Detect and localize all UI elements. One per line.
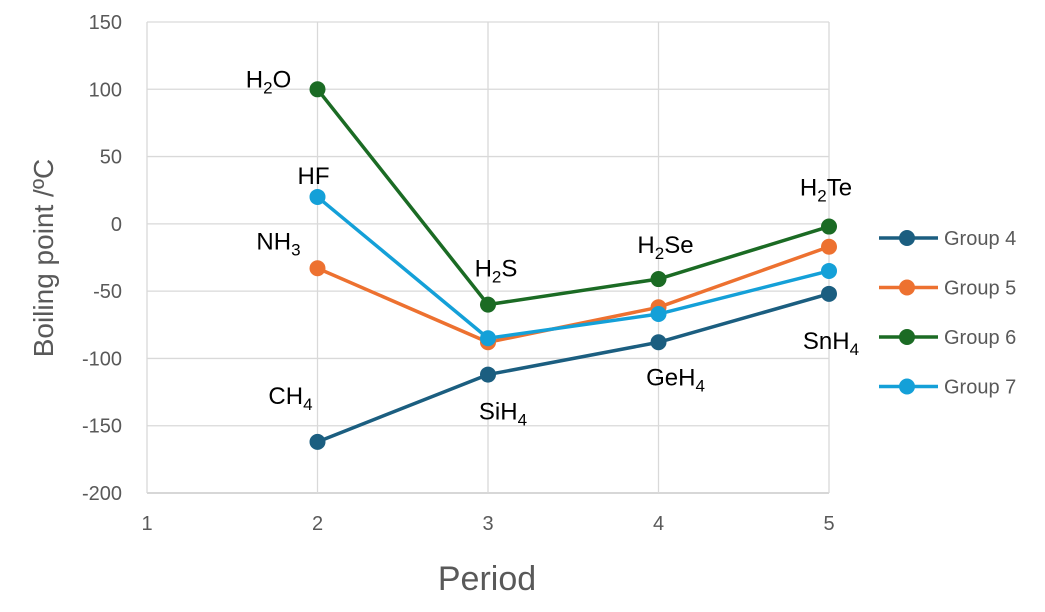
- x-tick-label: 4: [653, 513, 664, 535]
- y-tick-label: -200: [82, 483, 122, 505]
- legend: Group 4 Group 5 Group 6 Group 7: [879, 228, 1016, 399]
- legend-item: Group 5: [879, 278, 1016, 300]
- series-group-6: [309, 81, 837, 313]
- series-group-7: [309, 188, 837, 347]
- compound-label: NH3: [256, 228, 300, 259]
- y-tick-label: 0: [111, 214, 122, 236]
- legend-marker: [899, 230, 915, 246]
- legend-marker: [899, 378, 915, 395]
- data-point: [650, 306, 667, 323]
- y-tick-label: -150: [82, 416, 122, 438]
- legend-item: Group 7: [879, 377, 1016, 399]
- compound-label: H2O: [246, 66, 291, 97]
- data-point: [821, 285, 837, 302]
- compound-label: GeH4: [646, 364, 705, 395]
- data-point: [309, 433, 326, 450]
- y-tick-label: -50: [93, 281, 122, 303]
- tick-labels: -200 -150 -100 -50 0 50 100 150 1 2 3 4 5: [82, 12, 835, 535]
- compound-label: SnH4: [803, 328, 859, 359]
- series-line: [316, 195, 830, 341]
- data-point: [480, 330, 496, 347]
- data-point: [650, 334, 667, 351]
- series: [309, 81, 837, 450]
- compound-label: H2Te: [800, 175, 852, 206]
- x-tick-label: 1: [141, 513, 152, 535]
- legend-item: Group 4: [879, 228, 1016, 250]
- series-line: [316, 292, 830, 444]
- legend-marker: [899, 279, 915, 296]
- legend-label: Group 6: [944, 327, 1016, 349]
- grid: [146, 21, 830, 494]
- y-axis-label: Boiling point /ºC: [28, 159, 59, 358]
- data-point: [480, 296, 496, 313]
- legend-item: Group 6: [879, 327, 1016, 349]
- compound-label: SiH4: [479, 399, 527, 430]
- compound-label: H2S: [475, 256, 518, 287]
- compound-label: HF: [298, 163, 330, 190]
- series-group-4: [309, 285, 837, 450]
- compound-label: CH4: [268, 383, 312, 414]
- x-tick-label: 2: [312, 513, 323, 535]
- series-line: [316, 88, 830, 307]
- legend-marker: [899, 329, 915, 345]
- annotations: CH4 SiH4 GeH4 SnH4 NH3 H2O H2S H2Se H2Te HF: [246, 66, 859, 429]
- data-point: [821, 262, 837, 279]
- y-tick-label: 50: [100, 147, 122, 169]
- data-point: [309, 188, 326, 205]
- x-axis-label: Period: [438, 560, 536, 598]
- y-tick-label: -100: [82, 348, 122, 370]
- x-tick-label: 5: [823, 513, 834, 535]
- data-point: [309, 81, 326, 98]
- y-tick-label: 150: [89, 12, 122, 34]
- data-point: [480, 366, 496, 383]
- legend-label: Group 4: [944, 228, 1016, 250]
- data-point: [650, 271, 667, 288]
- compound-label: H2Se: [637, 232, 693, 263]
- data-point: [309, 260, 326, 277]
- data-point: [821, 218, 837, 235]
- legend-label: Group 7: [944, 377, 1016, 399]
- y-tick-label: 100: [89, 79, 122, 101]
- legend-label: Group 5: [944, 278, 1016, 300]
- x-tick-label: 3: [482, 513, 493, 535]
- data-point: [821, 238, 837, 255]
